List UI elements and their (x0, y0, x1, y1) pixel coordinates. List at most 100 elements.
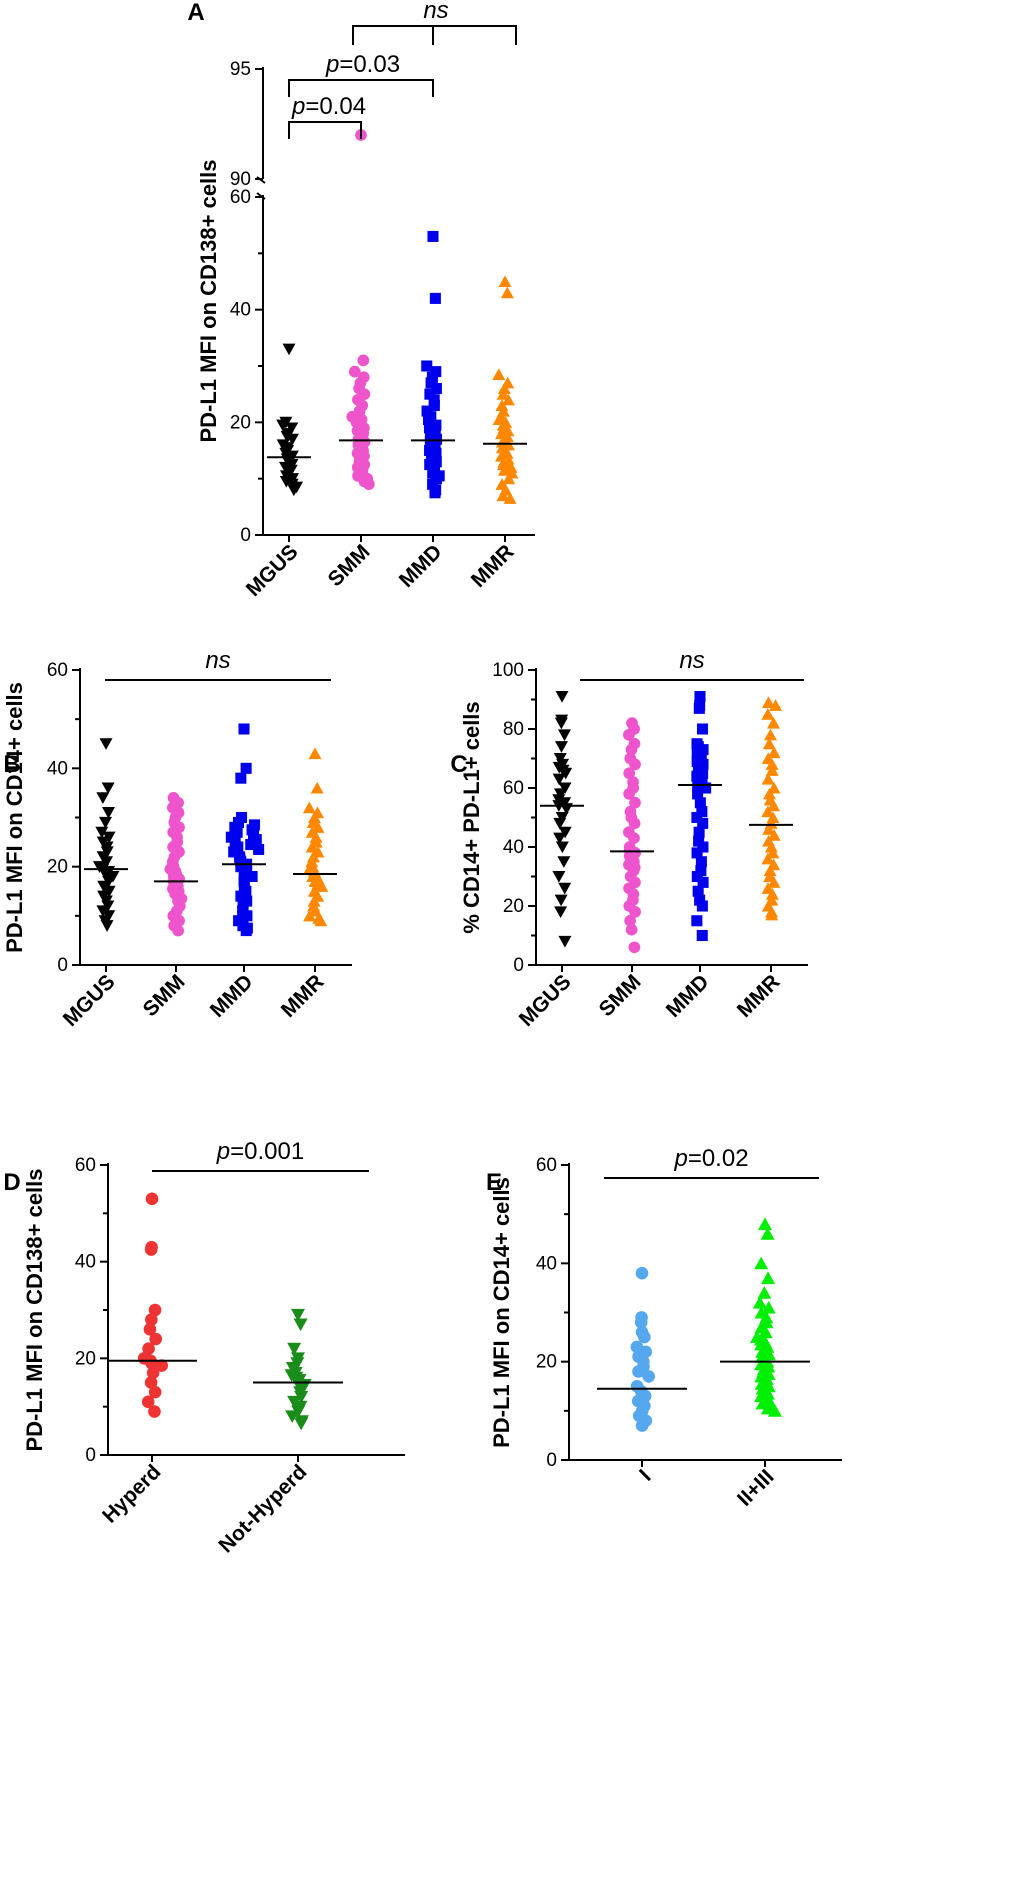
data-point (424, 422, 436, 434)
data-point (144, 1376, 158, 1389)
y-tick-label: 20 (47, 857, 68, 878)
data-point (430, 383, 442, 395)
data-point (700, 782, 712, 794)
data-point (101, 807, 115, 819)
y-tick-label: 20 (230, 412, 251, 433)
panel-label-e: E (486, 1169, 502, 1196)
y-axis-label: PD-L1 MFI on CD138+ cells (196, 159, 221, 442)
data-point (758, 1217, 772, 1230)
data-point (628, 817, 641, 830)
data-point (430, 473, 442, 485)
y-tick-label: 0 (85, 1445, 96, 1466)
data-point (497, 382, 511, 395)
y-tick-label: 60 (536, 1155, 557, 1176)
data-point (691, 755, 703, 767)
data-point (625, 923, 638, 936)
data-point (754, 1256, 769, 1270)
panel-label-c: C (450, 751, 467, 778)
data-point (148, 1405, 161, 1418)
y-axis-label: PD-L1 MFI on CD138+ cells (22, 1168, 47, 1451)
data-point (240, 762, 252, 774)
data-point (629, 758, 641, 771)
data-point (761, 1271, 776, 1285)
data-point (765, 908, 779, 921)
data-point (552, 794, 566, 806)
data-point (760, 1227, 775, 1240)
data-point (502, 472, 516, 485)
data-point (241, 910, 253, 922)
data-point (623, 788, 635, 800)
data-point (427, 467, 439, 479)
data-point (692, 885, 704, 897)
data-point (503, 492, 517, 504)
data-point (228, 846, 240, 858)
significance-label-italic: p (673, 1145, 687, 1172)
data-point (628, 832, 640, 845)
data-point (427, 230, 439, 242)
data-point (558, 797, 572, 809)
data-point (141, 1395, 155, 1409)
data-point (752, 1296, 767, 1309)
data-point (693, 826, 705, 838)
data-point (95, 826, 109, 839)
data-point (765, 888, 779, 900)
data-point (766, 846, 780, 859)
bracket-label-value: =0.03 (339, 51, 400, 78)
panel-a-category-label: MGUS (242, 540, 303, 601)
panel-b-category-label: SMM (139, 970, 190, 1021)
y-tick-label: 20 (536, 1352, 557, 1373)
y-tick-label: 60 (503, 778, 524, 799)
bracket-label-italic: p (325, 51, 339, 78)
data-point (696, 929, 708, 942)
panel-b: B 0 20 40 60 PD-L1 MFI on CD14+ cells MGUS SMM M… (2, 647, 352, 1031)
panel-a-category-label: SMM (324, 540, 375, 591)
data-point (101, 782, 115, 795)
data-point (555, 811, 569, 824)
data-point (428, 399, 440, 411)
y-tick-label: 95 (230, 59, 251, 80)
data-point (293, 1318, 308, 1332)
data-point (428, 394, 440, 406)
data-point (557, 856, 571, 868)
data-point (424, 388, 436, 400)
data-point (496, 489, 510, 502)
data-point (426, 371, 438, 383)
y-tick-label: 0 (513, 955, 524, 976)
data-point (238, 723, 250, 735)
data-point (144, 1243, 158, 1256)
data-point (553, 832, 567, 845)
data-point (765, 764, 779, 776)
y-tick-label: 40 (230, 300, 251, 321)
data-point (693, 702, 705, 714)
data-point (692, 788, 704, 800)
data-point (250, 834, 262, 846)
data-point (100, 856, 114, 868)
data-point (625, 743, 638, 756)
data-point (769, 699, 783, 711)
significance-label-value: =0.02 (688, 1145, 749, 1172)
data-point (642, 1370, 655, 1383)
data-point (145, 1313, 158, 1326)
y-tick-label: 40 (47, 758, 68, 779)
significance-label: ns (205, 647, 230, 674)
y-tick-label: 40 (503, 837, 524, 858)
data-point (559, 767, 573, 780)
data-point (429, 487, 441, 499)
panel-d: D 0 20 40 60 PD-L1 MFI on CD138+ cells Hyperd N… (3, 1138, 405, 1557)
data-point (424, 430, 437, 442)
data-point (766, 716, 780, 729)
data-point (253, 843, 265, 855)
panel-label-a: A (187, 0, 204, 26)
data-point (305, 840, 319, 853)
data-point (762, 737, 776, 750)
data-point (765, 758, 779, 770)
data-point (238, 868, 250, 880)
y-tick-label: 0 (57, 955, 68, 976)
data-point (767, 829, 781, 841)
data-point (310, 781, 324, 794)
y-tick-label: 40 (536, 1253, 557, 1274)
data-point (761, 805, 775, 818)
data-point (308, 747, 322, 760)
data-point (691, 915, 703, 927)
data-point (763, 728, 777, 741)
